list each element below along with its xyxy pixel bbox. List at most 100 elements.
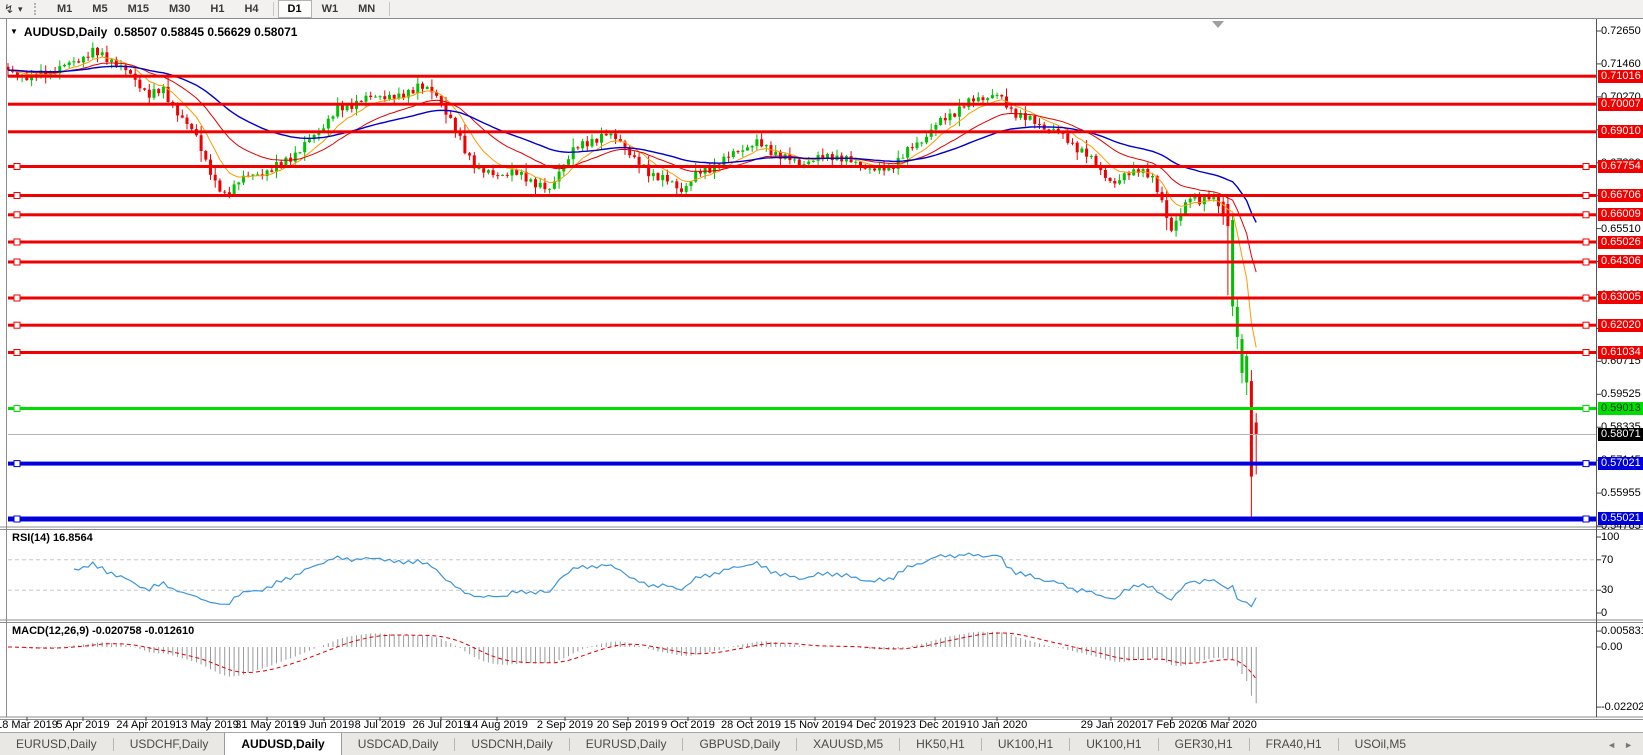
tab-scroll-arrows: ◄ ► bbox=[1607, 733, 1643, 755]
timeframe-button-M15[interactable]: M15 bbox=[127, 3, 149, 15]
tab-divider bbox=[1248, 738, 1250, 751]
chart-tab-GBPUSD-Daily[interactable]: GBPUSD,Daily bbox=[699, 737, 781, 751]
hline-handle[interactable] bbox=[1582, 258, 1590, 266]
hline-handle[interactable] bbox=[13, 238, 21, 246]
hline-0.61034[interactable] bbox=[8, 351, 1596, 354]
horizontal-line-objects[interactable] bbox=[8, 74, 1596, 523]
hline-handle[interactable] bbox=[1582, 192, 1590, 199]
tool-dropdown-caret-icon[interactable]: ▾ bbox=[18, 3, 23, 14]
timeframe-button-H1[interactable]: H1 bbox=[210, 3, 225, 15]
chart-tab-EURUSD-Daily[interactable]: EURUSD,Daily bbox=[585, 737, 667, 751]
chart-tab-AUDUSD-Daily[interactable]: AUDUSD,Daily bbox=[224, 733, 342, 755]
crosshair-tool-icon[interactable]: ↯ bbox=[3, 2, 15, 16]
date-axis-label: 19 Jun 2019 bbox=[293, 719, 355, 731]
hline-handle[interactable] bbox=[13, 192, 21, 199]
hline-0.67754[interactable] bbox=[8, 165, 1596, 168]
hline-0.63005[interactable] bbox=[8, 296, 1596, 300]
chart-tab-UK100-H1[interactable]: UK100,H1 bbox=[997, 737, 1054, 751]
symbol-collapse-icon[interactable]: ▼ bbox=[10, 27, 18, 36]
chart-tab-USDCAD-Daily[interactable]: USDCAD,Daily bbox=[357, 737, 439, 751]
hline-handle[interactable] bbox=[1582, 321, 1590, 329]
chart-tab-bar: EURUSD,Daily USDCHF,Daily AUDUSD,Daily USDC… bbox=[0, 732, 1643, 755]
timeframe-button-W1[interactable]: W1 bbox=[321, 3, 339, 15]
tab-divider bbox=[1069, 738, 1071, 751]
chart-tab-GER30-H1[interactable]: GER30,H1 bbox=[1174, 737, 1233, 751]
toolbar-drag-handle[interactable] bbox=[34, 3, 41, 15]
tab-scroll-right-icon[interactable]: ► bbox=[1624, 739, 1633, 750]
macd-signal-line bbox=[8, 632, 1257, 680]
chart-tab-USOil-M5[interactable]: USOil,M5 bbox=[1354, 737, 1407, 751]
timeframe-toolbar: ↯ ▾ M1 M5 M15 M30 H1 H4 D1 W1 MN bbox=[0, 0, 1643, 19]
hline-handle[interactable] bbox=[13, 163, 21, 170]
price-tag-0.71016: 0.71016 bbox=[1598, 70, 1643, 83]
chart-shift-marker-icon[interactable] bbox=[1212, 21, 1224, 28]
hline-0.65026[interactable] bbox=[8, 240, 1596, 244]
timeframe-button-H4[interactable]: H4 bbox=[244, 3, 259, 15]
hline-handle[interactable] bbox=[13, 211, 21, 219]
hline-handle[interactable] bbox=[1582, 211, 1590, 219]
timeframe-button-M30[interactable]: M30 bbox=[168, 3, 191, 15]
date-axis-label: 4 Dec 2019 bbox=[846, 719, 904, 731]
timeframe-button-MN[interactable]: MN bbox=[358, 3, 376, 15]
tab-divider bbox=[899, 738, 901, 751]
hline-handle[interactable] bbox=[1582, 349, 1590, 356]
chart-tab-FRA40-H1[interactable]: FRA40,H1 bbox=[1265, 737, 1322, 751]
date-axis-label: 31 May 2019 bbox=[235, 719, 299, 731]
timeframe-buttons: M1 M5 M15 M30 H1 H4 D1 W1 MN bbox=[47, 0, 394, 18]
hline-0.55021[interactable] bbox=[8, 516, 1596, 522]
chart-tab-USDCHF-Daily[interactable]: USDCHF,Daily bbox=[129, 737, 209, 751]
chart-tab-EURUSD-Daily[interactable]: EURUSD,Daily bbox=[16, 737, 97, 751]
hline-handle[interactable] bbox=[13, 515, 21, 523]
price-tag-0.63005: 0.63005 bbox=[1598, 291, 1643, 304]
rsi-indicator-label: RSI(14) 16.8564 bbox=[12, 532, 93, 544]
hline-handle[interactable] bbox=[13, 294, 21, 302]
timeframe-button-D1[interactable]: D1 bbox=[277, 0, 312, 18]
chart-tab-USDCNH-Daily[interactable]: USDCNH,Daily bbox=[471, 737, 553, 751]
chart-ohlc-values: 0.58507 0.58845 0.56629 0.58071 bbox=[113, 25, 298, 39]
hline-handle[interactable] bbox=[1582, 515, 1590, 523]
hline-0.59013[interactable] bbox=[8, 407, 1596, 410]
hline-0.71016[interactable] bbox=[8, 74, 1596, 78]
chart-title: ▼ AUDUSD,Daily 0.58507 0.58845 0.56629 0.… bbox=[10, 25, 297, 39]
chart-canvas bbox=[0, 18, 1643, 721]
rsi-axis-label: 30 bbox=[1601, 584, 1614, 596]
hline-handle[interactable] bbox=[1582, 460, 1590, 468]
hline-handle[interactable] bbox=[1582, 405, 1590, 412]
hline-0.70007[interactable] bbox=[8, 102, 1596, 106]
hline-handle[interactable] bbox=[13, 460, 21, 468]
date-axis-label: 18 Mar 2019 bbox=[0, 719, 58, 731]
timeframe-button-M5[interactable]: M5 bbox=[92, 3, 108, 15]
date-axis-label: 20 Sep 2019 bbox=[596, 719, 660, 731]
chart-tab-UK100-H1[interactable]: UK100,H1 bbox=[1086, 737, 1142, 751]
price-tag-0.66009: 0.66009 bbox=[1598, 208, 1643, 221]
chart-tab-HK50-H1[interactable]: HK50,H1 bbox=[916, 737, 965, 751]
hline-0.69010[interactable] bbox=[8, 130, 1596, 134]
chart-tab-XAUUSD-M5[interactable]: XAUUSD,M5 bbox=[813, 737, 884, 751]
rsi-line bbox=[73, 552, 1257, 608]
hline-0.66706[interactable] bbox=[8, 194, 1596, 197]
chart-window: ▼ AUDUSD,Daily 0.58507 0.58845 0.56629 0.… bbox=[0, 18, 1643, 732]
hline-handle[interactable] bbox=[13, 321, 21, 329]
timeframe-button-M1[interactable]: M1 bbox=[57, 3, 73, 15]
hline-0.66009[interactable] bbox=[8, 213, 1596, 217]
chart-symbol-label: AUDUSD,Daily bbox=[23, 25, 108, 39]
hline-handle[interactable] bbox=[1582, 238, 1590, 246]
hline-0.62020[interactable] bbox=[8, 323, 1596, 327]
hline-handle[interactable] bbox=[1582, 163, 1590, 170]
macd-indicator-label: MACD(12,26,9) -0.020758 -0.012610 bbox=[12, 625, 195, 637]
date-axis-label: 24 Apr 2019 bbox=[116, 719, 176, 731]
moving-average-lines bbox=[7, 56, 1257, 348]
panel-separators[interactable] bbox=[0, 526, 1643, 720]
macd-panel bbox=[8, 631, 1257, 704]
hline-handle[interactable] bbox=[1582, 294, 1590, 302]
hline-0.57021[interactable] bbox=[8, 461, 1596, 466]
date-axis-label: 29 Jan 2020 bbox=[1080, 719, 1142, 731]
macd-axis-label: 0.005831 bbox=[1601, 625, 1643, 637]
hline-handle[interactable] bbox=[13, 405, 21, 412]
price-axis-label: 0.59525 bbox=[1601, 388, 1641, 400]
hline-handle[interactable] bbox=[13, 258, 21, 266]
tab-divider bbox=[568, 738, 570, 751]
hline-handle[interactable] bbox=[13, 349, 21, 356]
hline-0.64306[interactable] bbox=[8, 260, 1596, 264]
tab-scroll-left-icon[interactable]: ◄ bbox=[1607, 739, 1617, 750]
